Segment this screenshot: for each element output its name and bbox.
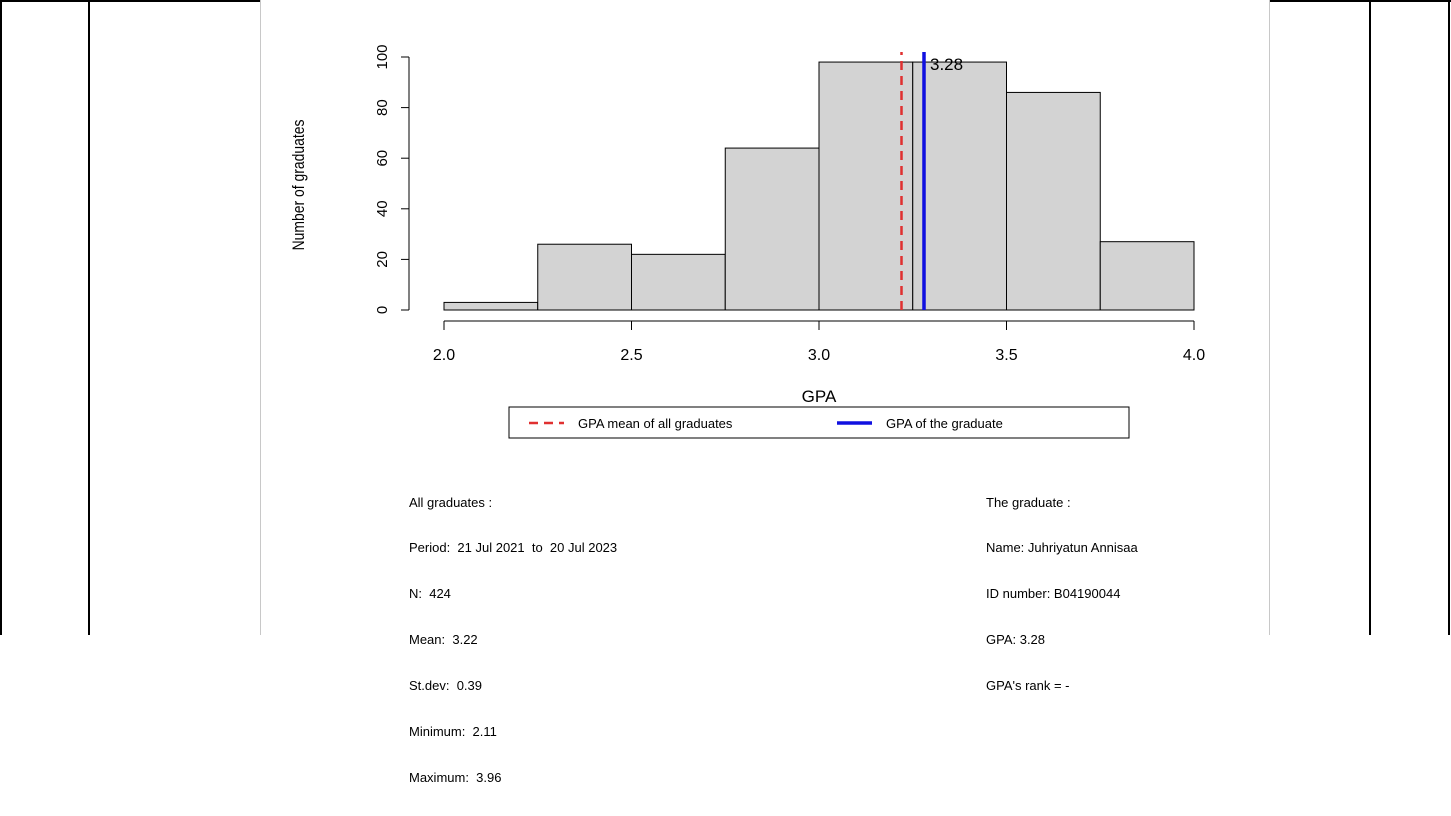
histogram-bar bbox=[631, 253, 726, 311]
graduate-id: ID number: B04190044 bbox=[986, 586, 1121, 602]
maximum-text: Maximum: 3.96 bbox=[409, 769, 502, 785]
stdev-text: St.dev: 0.39 bbox=[409, 678, 482, 694]
y-tick-label: 20 bbox=[374, 251, 391, 268]
histogram-bar bbox=[443, 301, 539, 311]
right-border bbox=[1448, 0, 1450, 635]
y-tick-label: 60 bbox=[374, 150, 391, 167]
histogram-bars bbox=[443, 61, 1195, 311]
legend-label: GPA of the graduate bbox=[886, 416, 1003, 431]
axes: 2.0 2.5 3.0 3.5 4.0 0 20 40 60 80 100 bbox=[374, 44, 1205, 364]
n-text: N: 424 bbox=[409, 586, 451, 602]
left-border bbox=[0, 0, 2, 635]
legend-box bbox=[508, 406, 1130, 439]
legend: GPA mean of all graduates GPA of the grad… bbox=[508, 406, 1130, 439]
column-divider-right bbox=[1369, 0, 1371, 635]
reference-lines: 3.28 bbox=[900, 52, 963, 310]
graduate-rank: GPA's rank = - bbox=[986, 678, 1070, 694]
histogram-bar bbox=[537, 243, 632, 311]
period-text: Period: 21 Jul 2021 to 20 Jul 2023 bbox=[409, 540, 618, 556]
legend-label: GPA mean of all graduates bbox=[578, 416, 733, 431]
histogram-bar bbox=[1006, 91, 1101, 311]
x-tick-label: 3.5 bbox=[995, 347, 1017, 364]
y-tick-label: 80 bbox=[374, 99, 391, 116]
gpa-histogram: 3.28 2.0 2.5 3.0 3.5 4.0 0 20 40 60 80 100 GPA Num… bbox=[290, 44, 1205, 439]
x-tick-label: 4.0 bbox=[1183, 347, 1205, 364]
histogram-bar bbox=[818, 61, 914, 311]
all-graduates-summary: All graduates : Period: 21 Jul 2021 to 2… bbox=[409, 464, 617, 816]
y-tick-label: 0 bbox=[374, 306, 391, 314]
histogram-bar bbox=[912, 61, 1007, 311]
graduate-summary: The graduate : Name: Juhriyatun Annisaa … bbox=[986, 464, 1138, 724]
histogram-bar bbox=[1099, 241, 1195, 311]
x-tick-label: 2.0 bbox=[433, 347, 455, 364]
x-tick-label: 3.0 bbox=[808, 347, 830, 364]
x-tick-label: 2.5 bbox=[620, 347, 642, 364]
graduate-heading: The graduate : bbox=[986, 494, 1071, 510]
graduate-line-label: 3.28 bbox=[930, 55, 963, 74]
histogram-bar bbox=[724, 147, 820, 311]
minimum-text: Minimum: 2.11 bbox=[409, 724, 497, 740]
all-graduates-heading: All graduates : bbox=[409, 494, 493, 510]
graduate-name: Name: Juhriyatun Annisaa bbox=[986, 540, 1138, 556]
x-axis-label: GPA bbox=[802, 387, 837, 406]
chart-panel: 3.28 2.0 2.5 3.0 3.5 4.0 0 20 40 60 80 100 GPA Num… bbox=[260, 0, 1270, 785]
y-tick-label: 40 bbox=[374, 200, 391, 217]
y-axis-label: Number of graduates bbox=[290, 119, 309, 250]
y-tick-label: 100 bbox=[374, 44, 391, 69]
column-divider-left bbox=[88, 0, 90, 635]
